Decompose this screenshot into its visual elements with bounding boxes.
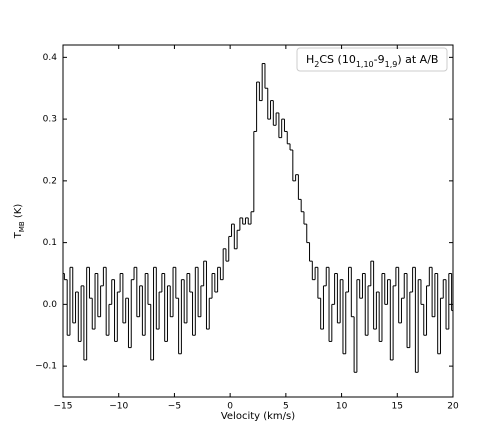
- x-tick-label: −10: [109, 402, 128, 412]
- y-tick-label: 0.1: [43, 238, 57, 248]
- y-label-part: (K): [13, 204, 24, 222]
- y-tick-label: 0.0: [43, 300, 58, 310]
- y-axis-label: TMB (K): [13, 204, 26, 240]
- step-risers: [63, 63, 453, 373]
- annotation-part: ) at A/B: [397, 53, 438, 66]
- y-tick-label: 0.2: [43, 176, 57, 186]
- annotation-part: CS (10: [319, 53, 355, 66]
- x-tick-label: 20: [447, 402, 459, 412]
- y-label-sub: MB: [18, 221, 26, 232]
- annotation: H2CS (101,10-91,9) at A/B: [306, 53, 438, 69]
- plot-frame: [62, 44, 454, 398]
- annotation-sub: 1,10: [356, 60, 374, 69]
- annotation-sub: 2: [314, 60, 319, 69]
- y-tick-label: −0.1: [35, 362, 57, 372]
- x-tick-label: 5: [283, 402, 289, 412]
- annotation-box: [296, 47, 448, 72]
- annotation-part: H: [306, 53, 314, 66]
- x-axis-label: Velocity (km/s): [221, 411, 295, 422]
- annotation-sub: 1,9: [385, 60, 398, 69]
- x-tick-label: 0: [227, 402, 233, 412]
- x-tick-label: −5: [168, 402, 181, 412]
- x-tick-label: 15: [392, 402, 403, 412]
- y-tick-label: 0.4: [43, 53, 58, 63]
- y-tick-label: 0.3: [43, 115, 57, 125]
- y-label-part: T: [13, 231, 24, 239]
- annotation-part: -9: [374, 53, 385, 66]
- x-tick-label: −15: [54, 402, 73, 412]
- x-tick-label: 10: [336, 402, 348, 412]
